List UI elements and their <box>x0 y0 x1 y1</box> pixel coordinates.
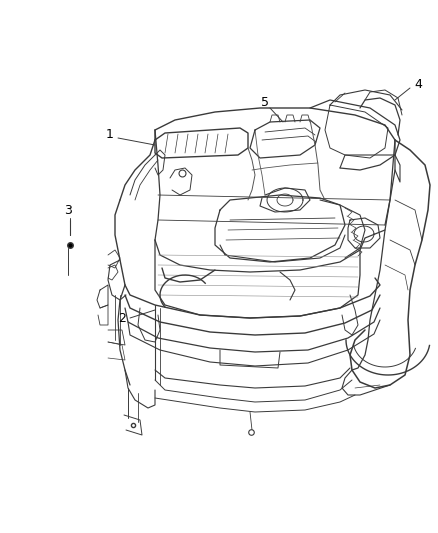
Text: 2: 2 <box>118 311 126 325</box>
Text: 5: 5 <box>261 95 269 109</box>
Text: 3: 3 <box>64 204 72 216</box>
Text: 4: 4 <box>414 77 422 91</box>
Text: 1: 1 <box>106 128 114 141</box>
